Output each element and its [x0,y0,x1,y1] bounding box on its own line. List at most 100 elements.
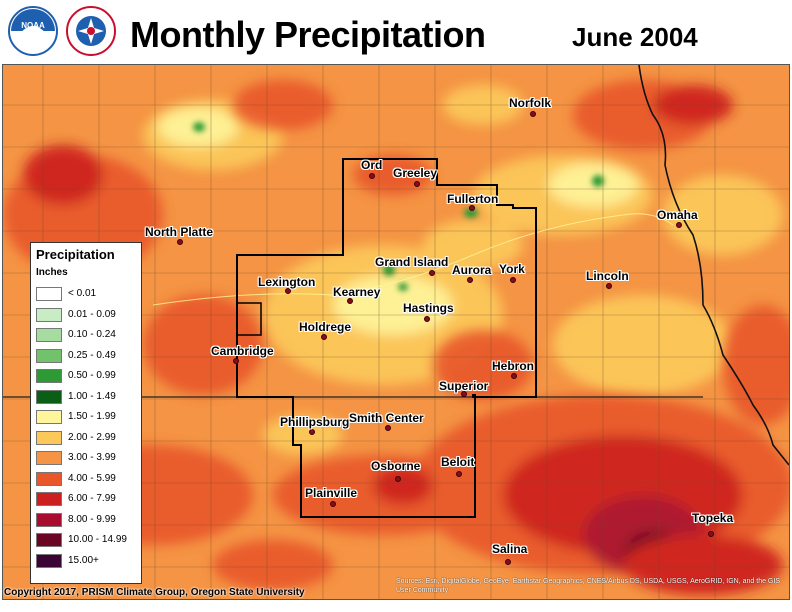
city-label-phillipsburg: Phillipsburg [280,415,350,429]
city-dot-north-platte [177,239,183,245]
map-sources-credit: Sources: Esri, DigitalGlobe, GeoEye, Ear… [396,578,780,594]
legend-swatch [36,369,62,383]
legend-swatch [36,533,62,547]
legend-label: 4.00 - 5.99 [68,472,116,484]
legend-swatch [36,451,62,465]
map-title: Monthly Precipitation [130,14,486,55]
legend-item: 2.00 - 2.99 [36,430,140,445]
legend-label: 0.25 - 0.49 [68,349,116,361]
city-dot-plainville [330,501,336,507]
city-dot-fullerton [469,205,475,211]
legend-swatch [36,553,62,568]
legend-label: 3.00 - 3.99 [68,452,116,463]
city-label-aurora: Aurora [452,263,492,277]
city-dot-superior [461,391,467,397]
city-label-cambridge: Cambridge [211,344,274,358]
legend-label: 8.00 - 9.99 [68,513,116,525]
city-dot-aurora [467,277,473,283]
city-label-greeley: Greeley [393,166,438,180]
city-dot-kearney [347,298,353,304]
copyright-text: Copyright 2017, PRISM Climate Group, Ore… [4,587,305,598]
city-label-salina: Salina [492,542,528,556]
city-label-omaha: Omaha [657,208,698,222]
city-dot-york [510,277,516,283]
legend-swatch [36,328,62,342]
legend-item: 10.00 - 14.99 [36,533,140,547]
city-label-lexington: Lexington [258,275,316,289]
legend-item: 1.00 - 1.49 [36,389,140,404]
header: NOAA Monthly Precipitation June 2004 [0,0,792,64]
city-label-osborne: Osborne [371,459,421,473]
legend-item: 4.00 - 5.99 [36,471,140,486]
legend-label: 0.01 - 0.09 [68,308,116,320]
noaa-logo-text: NOAA [21,21,45,30]
legend-swatch [36,471,62,486]
city-label-ord: Ord [361,158,383,172]
legend-item: 6.00 - 7.99 [36,492,140,506]
city-label-york: York [499,262,525,276]
legend-label: 2.00 - 2.99 [68,431,116,443]
city-dot-salina [505,559,511,565]
city-dot-cambridge [233,358,239,364]
legend-swatch [36,410,62,424]
legend-item: 0.10 - 0.24 [36,328,140,342]
city-label-grand-island: Grand Island [375,255,449,269]
legend-item: < 0.01 [36,287,140,301]
city-dot-hastings [424,316,430,322]
city-label-north-platte: North Platte [145,225,214,239]
legend-swatch [36,512,62,527]
city-dot-holdrege [321,334,327,340]
city-label-kearney: Kearney [333,285,381,299]
legend-swatch [36,430,62,445]
city-label-lincoln: Lincoln [586,269,629,283]
city-label-hastings: Hastings [403,301,454,315]
city-dot-smith-center [385,425,391,431]
legend: Precipitation Inches < 0.01 0.01 - 0.09 0.… [30,242,142,584]
legend-label: 0.10 - 0.24 [68,329,116,340]
legend-item: 0.25 - 0.49 [36,348,140,363]
legend-item: 0.50 - 0.99 [36,369,140,383]
city-label-topeka: Topeka [692,511,734,525]
legend-label: 1.00 - 1.49 [68,390,116,402]
city-dot-grand-island [429,270,435,276]
legend-label: 15.00+ [68,554,99,566]
city-dot-norfolk [530,111,536,117]
legend-label: < 0.01 [68,288,97,299]
legend-label: 10.00 - 14.99 [68,534,127,545]
legend-label: 1.50 - 1.99 [68,411,116,422]
city-label-hebron: Hebron [492,359,534,373]
city-label-holdrege: Holdrege [299,320,352,334]
city-dot-lincoln [606,283,612,289]
nws-logo [66,6,116,56]
legend-label: 6.00 - 7.99 [68,493,116,504]
city-dot-lexington [285,288,291,294]
legend-swatch [36,492,62,506]
legend-item: 1.50 - 1.99 [36,410,140,424]
legend-swatch [36,287,62,301]
city-label-smith-center: Smith Center [349,411,424,425]
city-dot-topeka [708,531,714,537]
city-label-norfolk: Norfolk [509,96,551,110]
city-dot-osborne [395,476,401,482]
city-label-plainville: Plainville [305,486,358,500]
legend-item: 0.01 - 0.09 [36,307,140,322]
city-dot-hebron [511,373,517,379]
noaa-logo: NOAA [8,6,58,56]
city-label-superior: Superior [439,379,489,393]
legend-label: 0.50 - 0.99 [68,370,116,381]
city-dot-ord [369,173,375,179]
city-dot-omaha [676,222,682,228]
legend-swatch [36,348,62,363]
map-date: June 2004 [572,22,698,52]
city-dot-phillipsburg [309,429,315,435]
legend-swatch [36,307,62,322]
legend-swatch [36,389,62,404]
legend-item: 15.00+ [36,553,140,568]
city-dot-beloit [456,471,462,477]
city-label-fullerton: Fullerton [447,192,499,206]
city-dot-greeley [414,181,420,187]
legend-item: 3.00 - 3.99 [36,451,140,465]
city-label-beloit: Beloit [441,455,475,469]
legend-item: 8.00 - 9.99 [36,512,140,527]
legend-title: Precipitation [36,247,115,262]
